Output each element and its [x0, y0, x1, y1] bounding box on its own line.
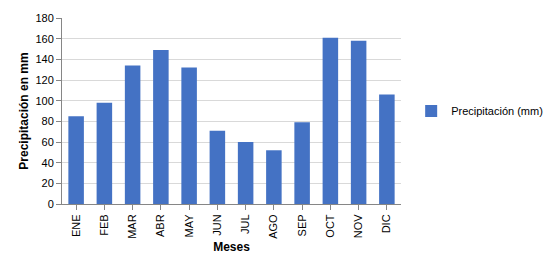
svg-text:MAY: MAY	[183, 214, 195, 238]
svg-text:ABR: ABR	[154, 214, 166, 237]
svg-text:40: 40	[42, 157, 54, 169]
svg-text:JUL: JUL	[239, 214, 251, 234]
svg-text:Meses: Meses	[213, 240, 250, 254]
svg-text:120: 120	[35, 74, 53, 86]
svg-text:100: 100	[35, 95, 53, 107]
svg-text:NOV: NOV	[352, 214, 364, 239]
svg-text:AGO: AGO	[267, 214, 279, 239]
svg-text:OCT: OCT	[324, 214, 336, 238]
svg-text:DIC: DIC	[380, 214, 392, 233]
svg-text:20: 20	[42, 177, 54, 189]
svg-text:Precipitación (mm): Precipitación (mm)	[451, 105, 543, 117]
svg-text:180: 180	[35, 12, 53, 24]
svg-text:SEP: SEP	[296, 214, 308, 236]
svg-text:0: 0	[48, 198, 54, 210]
svg-text:ENE: ENE	[70, 214, 82, 237]
svg-text:Precipitación en mm: Precipitación en mm	[17, 52, 31, 169]
svg-text:MAR: MAR	[126, 214, 138, 239]
svg-text:140: 140	[35, 53, 53, 65]
svg-text:JUN: JUN	[211, 214, 223, 235]
svg-text:160: 160	[35, 33, 53, 45]
svg-text:60: 60	[42, 136, 54, 148]
svg-text:80: 80	[42, 115, 54, 127]
svg-text:FEB: FEB	[98, 214, 110, 235]
